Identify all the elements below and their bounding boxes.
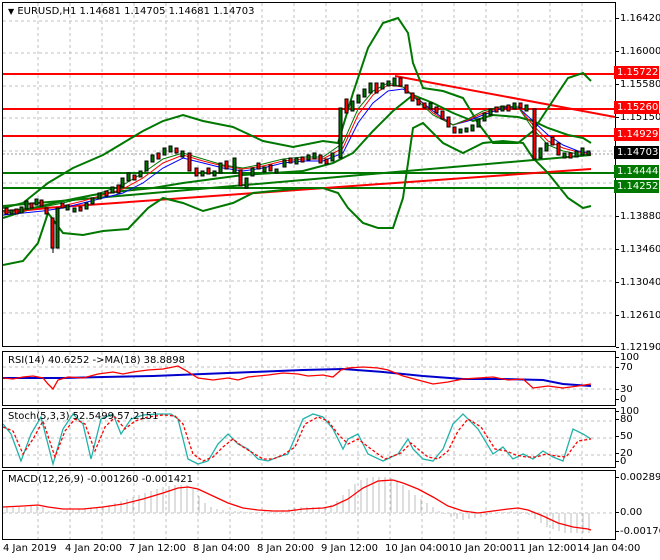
macd-tick: 0.002898 xyxy=(616,472,660,484)
macd-axis: 0.002898 0.00 -0.001763 xyxy=(615,470,660,540)
price-tick: 1.16000 xyxy=(615,46,660,57)
macd-svg xyxy=(3,471,615,539)
stoch-tick: 50 xyxy=(616,431,633,442)
stochastic-svg xyxy=(3,409,615,467)
resistance-price-tag: 1.15722 xyxy=(614,66,659,79)
time-label: 10 Jan 20:00 xyxy=(449,543,513,554)
collapse-triangle-icon[interactable]: ▼ xyxy=(8,7,15,16)
stoch-main-line xyxy=(3,412,592,467)
resistance-trendline xyxy=(394,75,615,118)
resistance-price-tag: 1.15260 xyxy=(614,101,659,114)
time-label: 7 Jan 12:00 xyxy=(129,543,186,554)
macd-title: MACD(12,26,9) -0.001260 -0.001421 xyxy=(8,474,193,485)
rsi-tick: 70 xyxy=(616,362,633,373)
macd-signal-line xyxy=(3,479,592,531)
ohlc-values: 1.14681 1.14705 1.14681 1.14703 xyxy=(79,6,255,17)
stoch-axis: 100 80 50 20 0 xyxy=(615,406,660,468)
support-price-tag: 1.14252 xyxy=(614,180,659,193)
current-price-tag: 1.14703 xyxy=(614,146,659,159)
price-tick: 1.13040 xyxy=(615,277,660,288)
time-label: 9 Jan 12:00 xyxy=(321,543,378,554)
stochastic-panel[interactable]: Stoch(5,3,3) 52.5499 57.2151 xyxy=(2,408,616,468)
support-price-tag: 1.14444 xyxy=(614,165,659,178)
bollinger-bands xyxy=(3,16,592,266)
rsi-panel[interactable]: RSI(14) 40.6252 ->MA(18) 38.8898 xyxy=(2,351,616,406)
time-label: 4 Jan 2019 xyxy=(3,543,57,554)
price-tick: 1.16420 xyxy=(615,13,660,24)
price-tick: 1.15580 xyxy=(615,79,660,90)
rsi-svg xyxy=(3,352,615,405)
time-label: 10 Jan 04:00 xyxy=(385,543,449,554)
macd-tick: -0.001763 xyxy=(615,526,660,538)
rsi-tick: 100 xyxy=(615,352,640,363)
price-chart-panel[interactable]: ▼ EURUSD,H1 1.14681 1.14705 1.14681 1.14… xyxy=(2,2,616,347)
rsi-axis: 100 70 30 0 xyxy=(615,351,660,406)
price-tick: 1.13460 xyxy=(615,244,660,255)
rsi-tick: 30 xyxy=(616,384,633,395)
stoch-tick: 20 xyxy=(616,448,633,459)
time-label: 14 Jan 04:00 xyxy=(577,543,641,554)
macd-tick: 0.00 xyxy=(615,507,643,518)
price-chart-svg xyxy=(3,3,615,346)
price-tick: 1.13880 xyxy=(615,211,660,222)
macd-panel[interactable]: MACD(12,26,9) -0.001260 -0.001421 xyxy=(2,470,616,540)
time-label: 8 Jan 20:00 xyxy=(257,543,314,554)
chart-title: ▼ EURUSD,H1 1.14681 1.14705 1.14681 1.14… xyxy=(8,6,255,17)
moving-averages xyxy=(3,82,592,216)
time-label: 4 Jan 20:00 xyxy=(65,543,122,554)
rsi-ma-line xyxy=(3,367,592,387)
candlesticks xyxy=(4,77,591,253)
price-axis: 1.16420 1.16000 1.15580 1.15150 1.13880 … xyxy=(615,2,660,353)
stoch-title: Stoch(5,3,3) 52.5499 57.2151 xyxy=(8,411,159,422)
stoch-tick: 100 xyxy=(615,406,640,417)
time-label: 11 Jan 12:00 xyxy=(513,543,577,554)
stoch-tick: 0 xyxy=(615,456,627,467)
rsi-title: RSI(14) 40.6252 ->MA(18) 38.8898 xyxy=(8,355,185,366)
rsi-tick: 0 xyxy=(615,394,627,405)
support-trendline-red xyxy=(3,168,592,212)
symbol-label: EURUSD,H1 xyxy=(17,6,77,17)
time-label: 8 Jan 04:00 xyxy=(193,543,250,554)
macd-histogram xyxy=(6,477,590,533)
stoch-tick: 80 xyxy=(616,414,633,425)
resistance-price-tag: 1.14929 xyxy=(614,128,659,141)
price-tick: 1.12610 xyxy=(615,310,660,321)
price-tick: 1.12190 xyxy=(615,342,660,353)
rsi-line xyxy=(3,365,592,391)
price-tick: 1.15150 xyxy=(615,112,660,123)
stoch-signal-line xyxy=(3,414,592,462)
